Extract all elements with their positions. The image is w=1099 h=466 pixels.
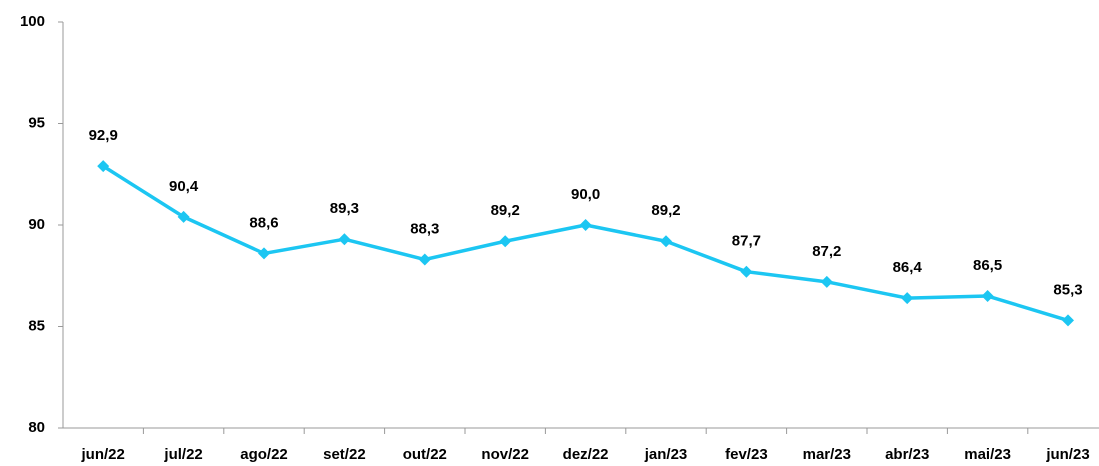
value-label: 88,6 — [249, 214, 278, 231]
value-label: 88,3 — [410, 220, 439, 237]
value-label: 85,3 — [1053, 281, 1082, 298]
x-tick-label: mar/23 — [803, 446, 851, 463]
marker — [1062, 314, 1074, 327]
marker — [418, 253, 431, 266]
x-tick-label: dez/22 — [563, 446, 609, 463]
y-tick-label: 90 — [28, 216, 45, 233]
x-tick-label: fev/23 — [725, 446, 768, 463]
marker — [97, 160, 110, 173]
x-tick-label: jun/23 — [1045, 446, 1089, 463]
marker — [579, 219, 592, 231]
value-label: 87,2 — [812, 243, 841, 260]
x-tick-label: ago/22 — [240, 446, 288, 463]
x-tick-label: abr/23 — [885, 446, 929, 463]
marker — [660, 235, 672, 248]
marker — [499, 235, 512, 248]
marker — [338, 233, 351, 246]
x-tick-label: jul/22 — [163, 446, 202, 463]
value-label: 86,4 — [893, 259, 923, 276]
value-label: 90,4 — [169, 178, 199, 195]
marker — [820, 275, 833, 288]
x-tick-label: mai/23 — [964, 446, 1011, 463]
marker — [177, 210, 190, 223]
y-tick-label: 85 — [28, 317, 45, 334]
value-label: 92,9 — [89, 127, 118, 144]
x-tick-label: jan/23 — [644, 446, 688, 463]
x-tick-label: set/22 — [323, 446, 366, 463]
value-label: 86,5 — [973, 257, 1002, 274]
y-tick-label: 80 — [28, 419, 45, 436]
marker — [740, 265, 753, 278]
value-label: 89,2 — [651, 202, 680, 219]
value-label: 89,2 — [491, 202, 520, 219]
marker — [258, 247, 270, 260]
y-tick-label: 95 — [28, 114, 45, 131]
value-label: 87,7 — [732, 233, 761, 250]
x-tick-label: jun/22 — [81, 446, 125, 463]
x-tick-label: out/22 — [403, 446, 447, 463]
marker — [901, 292, 914, 305]
marker — [981, 290, 994, 303]
x-tick-label: nov/22 — [481, 446, 529, 463]
value-label: 90,0 — [571, 186, 600, 203]
value-label: 89,3 — [330, 200, 359, 217]
y-tick-label: 100 — [20, 13, 45, 30]
